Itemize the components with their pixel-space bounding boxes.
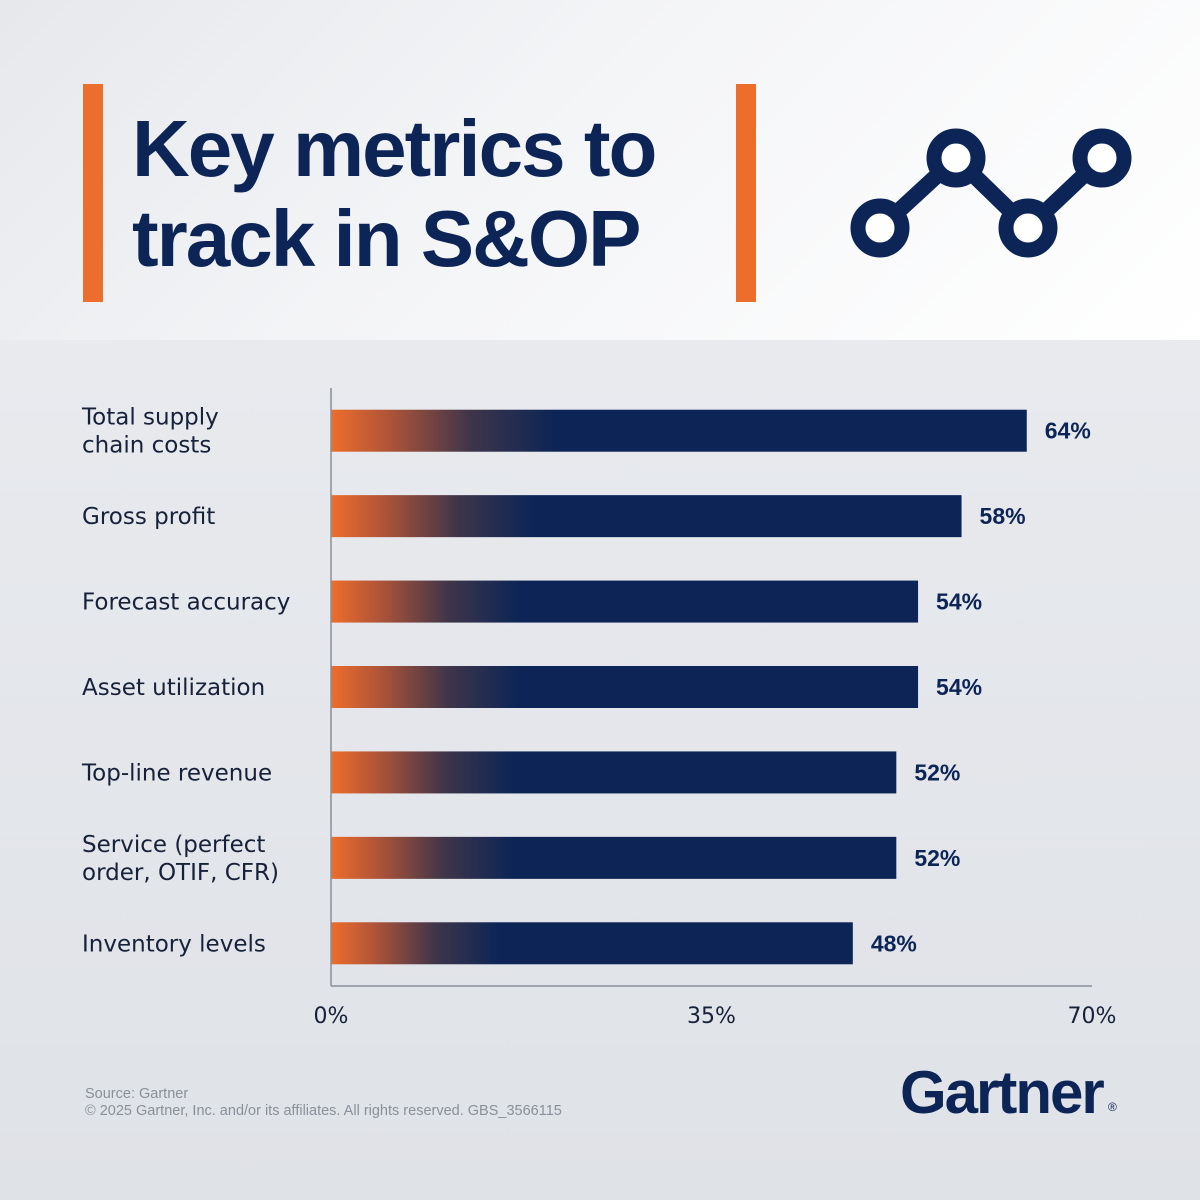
- value-label-6: 48%: [871, 930, 917, 956]
- title-line-1: Key metrics to: [132, 104, 657, 193]
- value-label-2: 54%: [936, 589, 982, 615]
- x-tick-label-1: 35%: [687, 1004, 736, 1029]
- value-label-1: 58%: [980, 503, 1026, 529]
- bar-5: [331, 836, 897, 879]
- copyright-text: © 2025 Gartner, Inc. and/or its affiliat…: [85, 1103, 562, 1119]
- gartner-logo: Gartner: [900, 1059, 1105, 1126]
- value-label-4: 52%: [914, 759, 960, 785]
- left-accent-bar: [83, 84, 103, 302]
- right-accent-bar: [736, 84, 756, 302]
- category-label-4: Top-line revenue: [81, 760, 272, 786]
- bar-4: [331, 751, 897, 794]
- bar-0: [331, 409, 1027, 452]
- value-label-3: 54%: [936, 674, 982, 700]
- category-label-5: Service (perfect order, OTIF, CFR): [82, 832, 279, 886]
- bar-2: [331, 580, 919, 623]
- bar-3: [331, 666, 919, 708]
- title-line-2: track in S&OP: [132, 194, 642, 283]
- category-label-1: Gross profit: [82, 504, 215, 530]
- value-label-0: 64%: [1045, 418, 1091, 444]
- x-tick-label-2: 70%: [1068, 1004, 1117, 1029]
- category-label-6: Inventory levels: [82, 931, 266, 957]
- category-label-2: Forecast accuracy: [82, 590, 290, 616]
- page-title: Key metrics to track in S&OP: [132, 104, 657, 284]
- line-chart-icon: [850, 128, 1132, 258]
- bar-1: [331, 495, 962, 538]
- category-label-3: Asset utilization: [82, 675, 265, 701]
- source-text: Source: Gartner: [85, 1086, 189, 1102]
- x-tick-label-0: 0%: [314, 1004, 349, 1029]
- registered-mark: ®: [1108, 1100, 1117, 1114]
- category-label-0: Total supply chain costs: [81, 405, 219, 459]
- header: Key metrics to track in S&OP: [0, 0, 1200, 340]
- bar-6: [331, 922, 853, 965]
- source-note: Source: Gartner © 2025 Gartner, Inc. and…: [85, 1086, 562, 1120]
- value-label-5: 52%: [914, 845, 960, 871]
